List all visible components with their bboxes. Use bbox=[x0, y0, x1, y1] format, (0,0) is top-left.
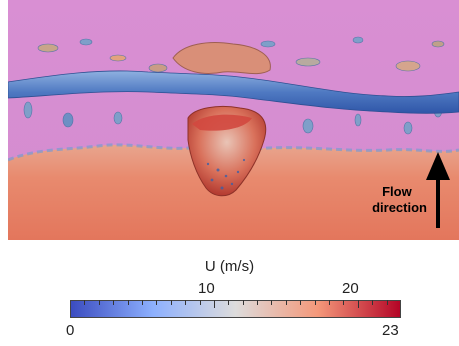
flow-label-line2: direction bbox=[372, 200, 427, 215]
colorbar-tick bbox=[343, 300, 345, 305]
colorbar-tick bbox=[300, 300, 302, 305]
vortex-tube bbox=[8, 70, 459, 114]
colorbar-tick bbox=[127, 300, 129, 305]
colorbar-tick bbox=[156, 300, 158, 305]
colorbar-label-20: 20 bbox=[342, 280, 359, 297]
colorbar-tick bbox=[357, 300, 359, 308]
colorbar-tick bbox=[84, 300, 86, 305]
upper-vortex-structure bbox=[172, 42, 271, 75]
vortex-fragments bbox=[23, 36, 445, 135]
colorbar-tick bbox=[386, 300, 388, 305]
colorbar-tick bbox=[285, 300, 287, 305]
colorbar-tick bbox=[329, 300, 331, 305]
plume-crest bbox=[192, 114, 252, 131]
colorbar-tick bbox=[141, 300, 143, 305]
flow-label-line1: Flow bbox=[382, 184, 412, 199]
colorbar-label-min: 0 bbox=[66, 322, 75, 339]
colorbar-tick bbox=[257, 300, 259, 305]
colorbar-tick bbox=[271, 300, 273, 305]
colorbar-tick bbox=[213, 300, 215, 308]
colorbar-tick bbox=[242, 300, 244, 305]
colorbar-tick bbox=[314, 300, 316, 305]
colorbar-ticks bbox=[70, 300, 401, 318]
velocity-visualization bbox=[8, 0, 459, 240]
colorbar-title: U (m/s) bbox=[204, 258, 255, 275]
plume-speckles bbox=[206, 158, 246, 190]
colorbar-tick bbox=[372, 300, 374, 305]
colorbar-tick bbox=[199, 300, 201, 305]
flow-field-render bbox=[8, 0, 459, 240]
colorbar-label-max: 23 bbox=[382, 322, 399, 339]
colorbar-tick bbox=[185, 300, 187, 305]
colorbar-tick bbox=[113, 300, 115, 305]
flow-arrow bbox=[426, 152, 450, 228]
flow-direction-label: Flow direction bbox=[372, 184, 427, 216]
colorbar-tick bbox=[228, 300, 230, 305]
colorbar bbox=[70, 300, 401, 318]
colorbar-tick bbox=[98, 300, 100, 305]
colorbar-tick bbox=[170, 300, 172, 305]
colorbar-label-10: 10 bbox=[198, 280, 215, 297]
